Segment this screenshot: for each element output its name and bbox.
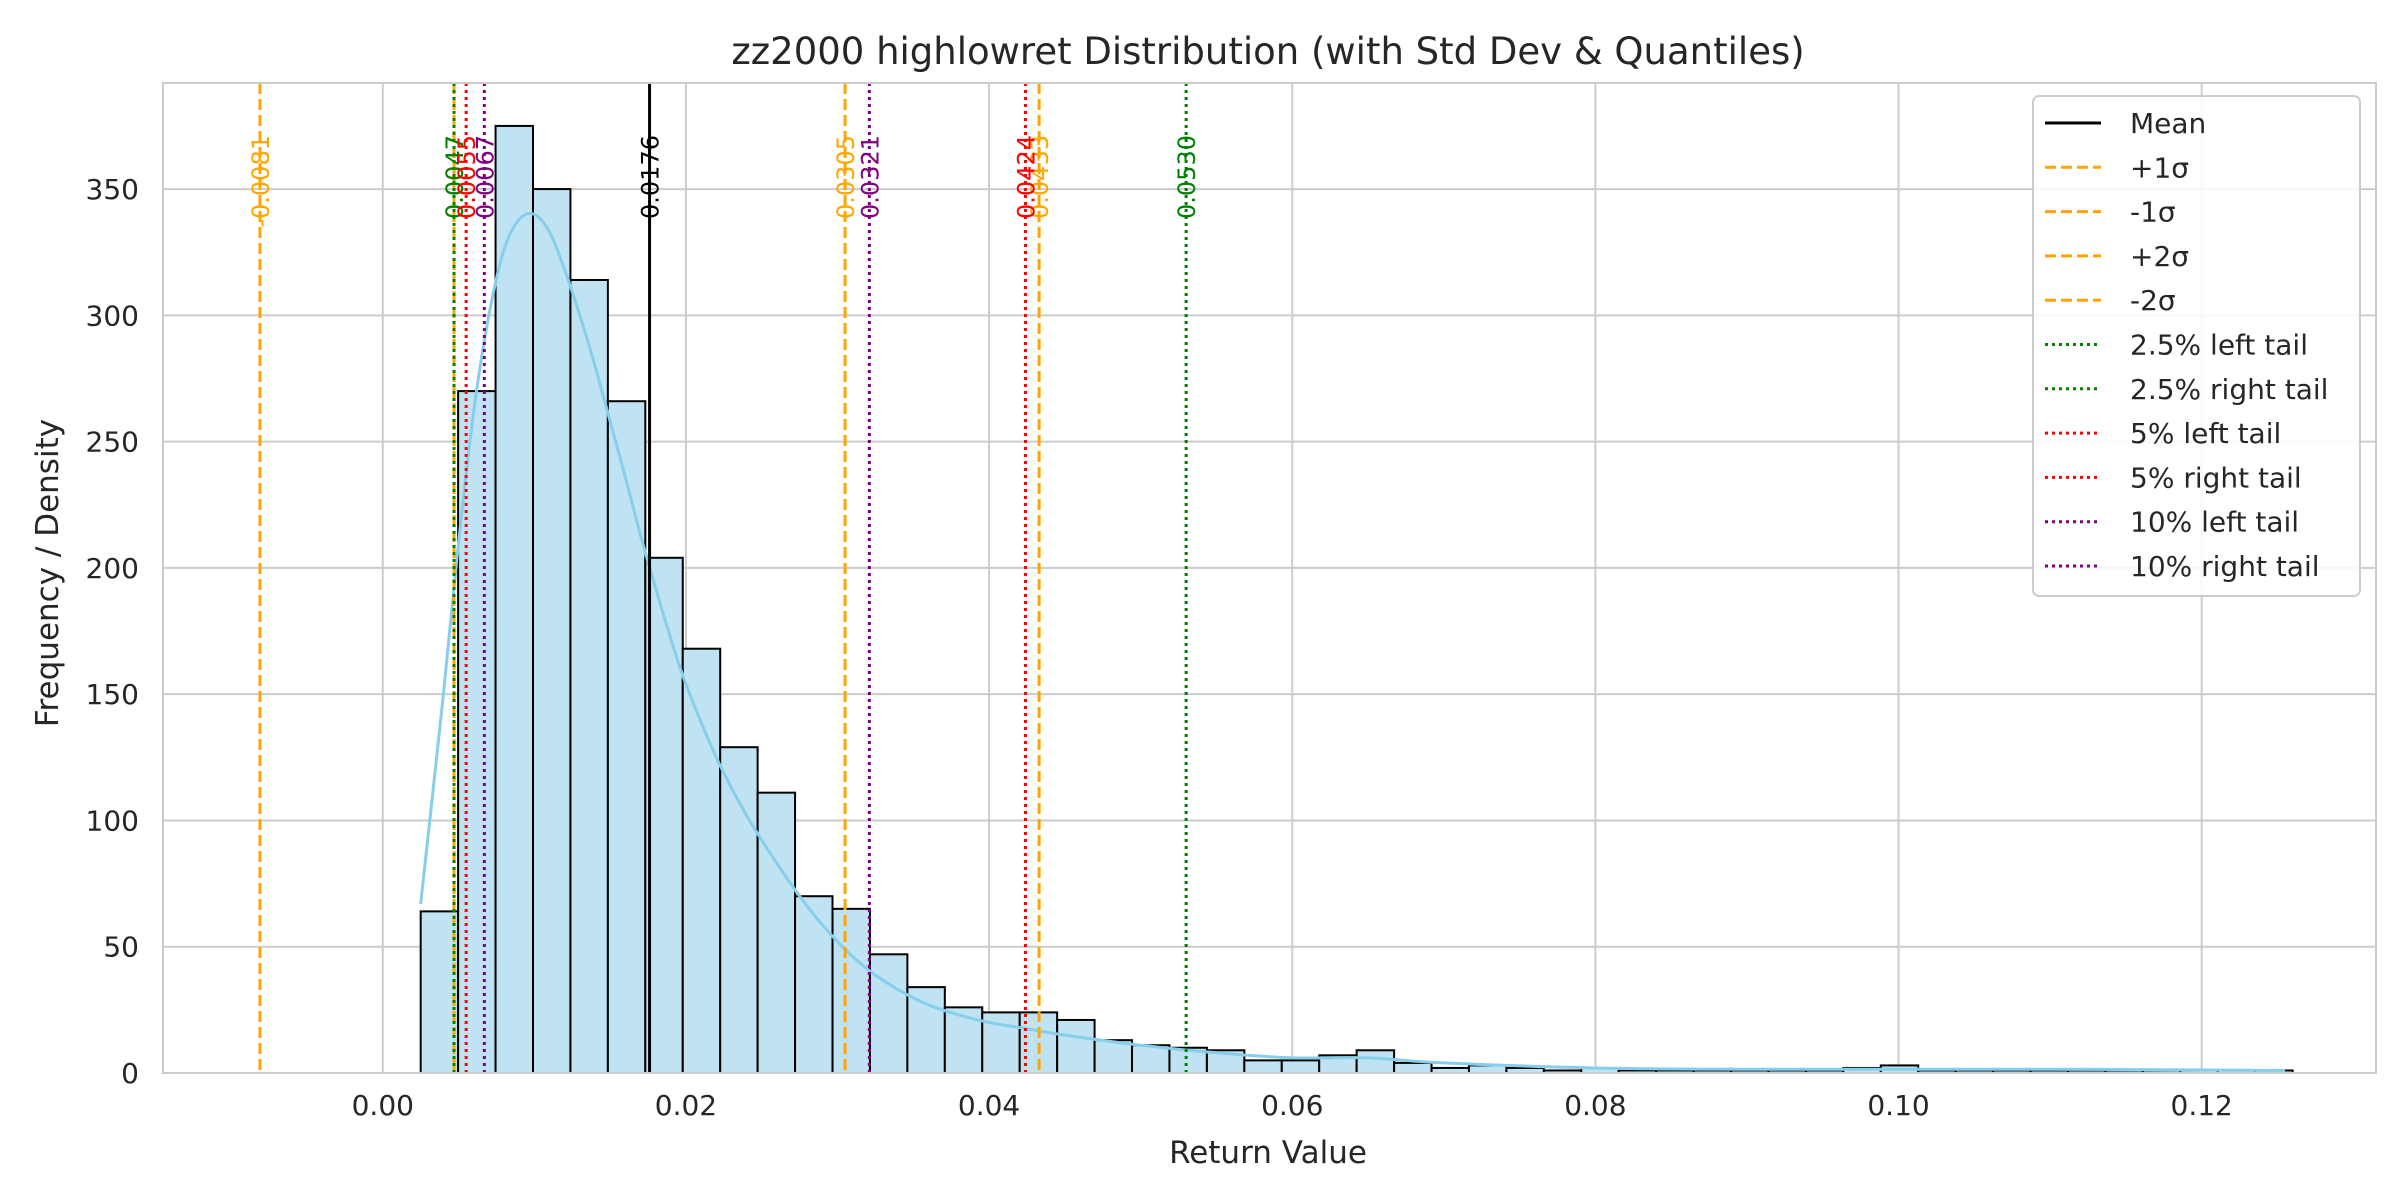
y-tick-label: 150 [86,678,139,711]
histogram-bar [419,910,460,1075]
kde-curve [419,211,2286,1072]
histogram-bar [531,188,572,1075]
histogram-bar [681,647,722,1074]
reference-line-label: 0.0305 [832,135,860,219]
legend-label: +2σ [2130,240,2189,273]
y-axis-label: Frequency / Density [30,419,66,727]
histogram-bar [569,278,609,1074]
histogram-bar [756,791,797,1075]
histogram-bar [906,986,946,1074]
reference-line-label: 0.0067 [471,135,499,219]
histogram-bar [606,400,647,1074]
legend-label: -1σ [2130,196,2176,229]
x-axis-label: Return Value [1169,1135,1367,1171]
legend-label: -2σ [2130,284,2176,317]
legend-label: 10% right tail [2130,550,2320,583]
histogram-bar [1056,1018,1096,1075]
reference-line-label: 0.0176 [637,135,665,219]
x-tick-label: 0.04 [958,1089,1020,1122]
reference-lines [258,83,1188,1073]
histogram-bars [419,124,2294,1075]
chart-title: zz2000 highlowret Distribution (with Std… [731,30,1804,73]
y-tick-label: 200 [86,552,139,585]
histogram-bar [1280,1059,1321,1074]
legend-label: 10% left tail [2130,506,2299,539]
kde-line [419,211,2286,1072]
y-tick-label: 250 [86,426,139,459]
legend-label: 5% left tail [2130,417,2281,450]
reference-line-label: 0.0530 [1173,135,1201,219]
y-tick-label: 100 [86,804,139,837]
reference-line-label: 0.0055 [453,135,481,219]
histogram-bar [494,124,534,1075]
legend-label: 2.5% right tail [2130,373,2328,406]
legend-label: 5% right tail [2130,461,2302,494]
histogram-bar [1355,1049,1396,1074]
x-tick-label: 0.08 [1564,1089,1626,1122]
histogram-bar [868,953,909,1075]
x-tick-label: 0.12 [2171,1089,2233,1122]
reference-line-label: 0.0424 [1012,135,1040,219]
reference-line-label: 0.0047 [441,135,469,219]
legend-label: Mean [2130,107,2206,140]
histogram-bar [719,746,759,1074]
legend-label: +1σ [2130,151,2189,184]
reference-line-label: 0.0433 [1026,135,1054,219]
legend-label: 2.5% left tail [2130,329,2308,362]
y-tick-label: 300 [86,299,139,332]
y-tick-label: 50 [103,931,139,964]
histogram-bar [1093,1039,1134,1074]
histogram-bar [1393,1061,1433,1074]
y-tick-label: 0 [121,1057,139,1090]
reference-line-label: 0.0047 [441,135,469,219]
histogram-bar [1243,1059,1283,1074]
plot-frame [162,82,2377,1074]
legend-box [2032,95,2361,597]
reference-line-label: 0.0321 [856,135,884,219]
x-tick-label: 0.02 [655,1089,717,1122]
x-tick-label: 0.10 [1867,1089,1929,1122]
x-tick-label: 0.06 [1261,1089,1323,1122]
reference-line-label: -0.0081 [247,135,275,228]
histogram-bar [831,907,871,1075]
x-tick-label: 0.00 [352,1089,414,1122]
histogram-bar [794,895,834,1075]
y-tick-label: 350 [86,173,139,206]
y-tick-labels: 0 50 100 150 200 250 300 350 [86,173,139,1090]
histogram-bar [1131,1044,1171,1074]
legend: Mean +1σ -1σ +2σ -2σ 2.5% left tail 2.5% right… [2032,95,2361,597]
x-tick-labels: 0.00 0.02 0.04 0.06 0.08 0.10 0.12 [352,1089,2233,1122]
